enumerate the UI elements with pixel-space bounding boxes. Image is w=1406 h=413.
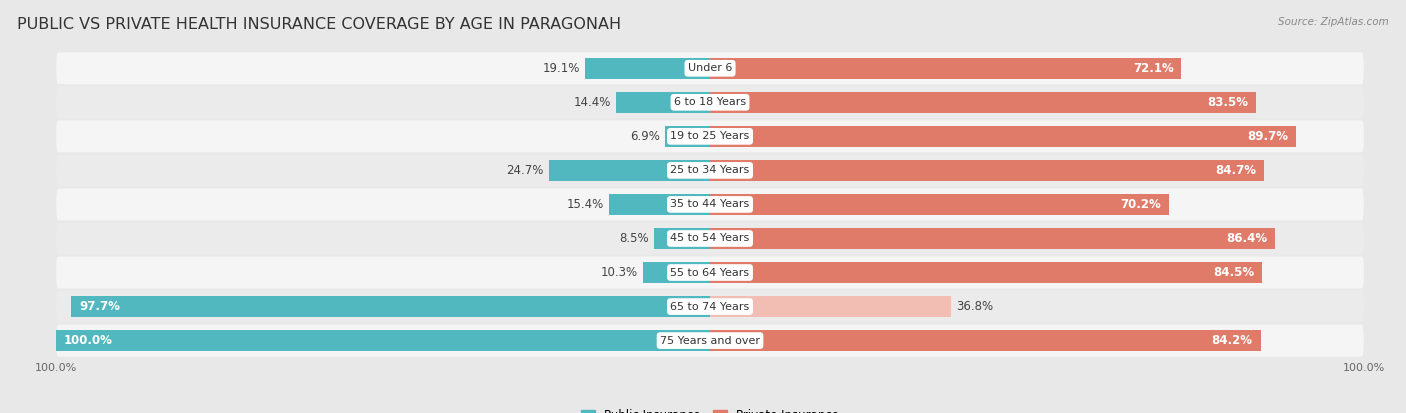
Text: 19.1%: 19.1%	[543, 62, 579, 75]
Text: 97.7%: 97.7%	[79, 300, 120, 313]
Text: 24.7%: 24.7%	[506, 164, 543, 177]
FancyBboxPatch shape	[56, 120, 1364, 152]
Text: 35 to 44 Years: 35 to 44 Years	[671, 199, 749, 209]
Text: 45 to 54 Years: 45 to 54 Years	[671, 233, 749, 244]
Text: 25 to 34 Years: 25 to 34 Years	[671, 165, 749, 176]
Bar	[710, 92, 1256, 113]
Text: 55 to 64 Years: 55 to 64 Years	[671, 268, 749, 278]
Bar	[56, 330, 710, 351]
FancyBboxPatch shape	[56, 256, 1364, 289]
Legend: Public Insurance, Private Insurance: Public Insurance, Private Insurance	[581, 408, 839, 413]
Text: Under 6: Under 6	[688, 63, 733, 73]
Bar	[710, 126, 1296, 147]
Text: 84.5%: 84.5%	[1213, 266, 1254, 279]
Text: 89.7%: 89.7%	[1247, 130, 1289, 143]
Text: Source: ZipAtlas.com: Source: ZipAtlas.com	[1278, 17, 1389, 26]
Bar	[585, 58, 710, 79]
Bar	[710, 296, 950, 317]
Bar	[710, 160, 1264, 181]
Bar	[548, 160, 710, 181]
FancyBboxPatch shape	[56, 188, 1364, 221]
Text: 72.1%: 72.1%	[1133, 62, 1174, 75]
Text: 70.2%: 70.2%	[1121, 198, 1161, 211]
Text: 86.4%: 86.4%	[1226, 232, 1267, 245]
FancyBboxPatch shape	[56, 291, 1364, 323]
Text: 84.7%: 84.7%	[1215, 164, 1256, 177]
FancyBboxPatch shape	[56, 86, 1364, 118]
Text: 15.4%: 15.4%	[567, 198, 605, 211]
Bar	[665, 126, 710, 147]
Bar	[72, 296, 710, 317]
Text: 83.5%: 83.5%	[1208, 96, 1249, 109]
Text: 19 to 25 Years: 19 to 25 Years	[671, 131, 749, 141]
Text: 8.5%: 8.5%	[620, 232, 650, 245]
Bar	[710, 262, 1263, 283]
Bar	[710, 228, 1275, 249]
Text: 65 to 74 Years: 65 to 74 Years	[671, 301, 749, 311]
Text: 100.0%: 100.0%	[65, 334, 112, 347]
Bar	[616, 92, 710, 113]
FancyBboxPatch shape	[56, 325, 1364, 356]
Text: PUBLIC VS PRIVATE HEALTH INSURANCE COVERAGE BY AGE IN PARAGONAH: PUBLIC VS PRIVATE HEALTH INSURANCE COVER…	[17, 17, 621, 31]
Bar	[609, 194, 710, 215]
Text: 6 to 18 Years: 6 to 18 Years	[673, 97, 747, 107]
Text: 14.4%: 14.4%	[574, 96, 610, 109]
Text: 6.9%: 6.9%	[630, 130, 659, 143]
Bar	[710, 194, 1168, 215]
FancyBboxPatch shape	[56, 223, 1364, 254]
Bar	[710, 58, 1181, 79]
FancyBboxPatch shape	[56, 52, 1364, 84]
Bar	[643, 262, 710, 283]
Bar	[654, 228, 710, 249]
Text: 10.3%: 10.3%	[600, 266, 637, 279]
Text: 36.8%: 36.8%	[956, 300, 993, 313]
Text: 75 Years and over: 75 Years and over	[659, 336, 761, 346]
Text: 84.2%: 84.2%	[1212, 334, 1253, 347]
FancyBboxPatch shape	[56, 154, 1364, 186]
Bar	[710, 330, 1261, 351]
